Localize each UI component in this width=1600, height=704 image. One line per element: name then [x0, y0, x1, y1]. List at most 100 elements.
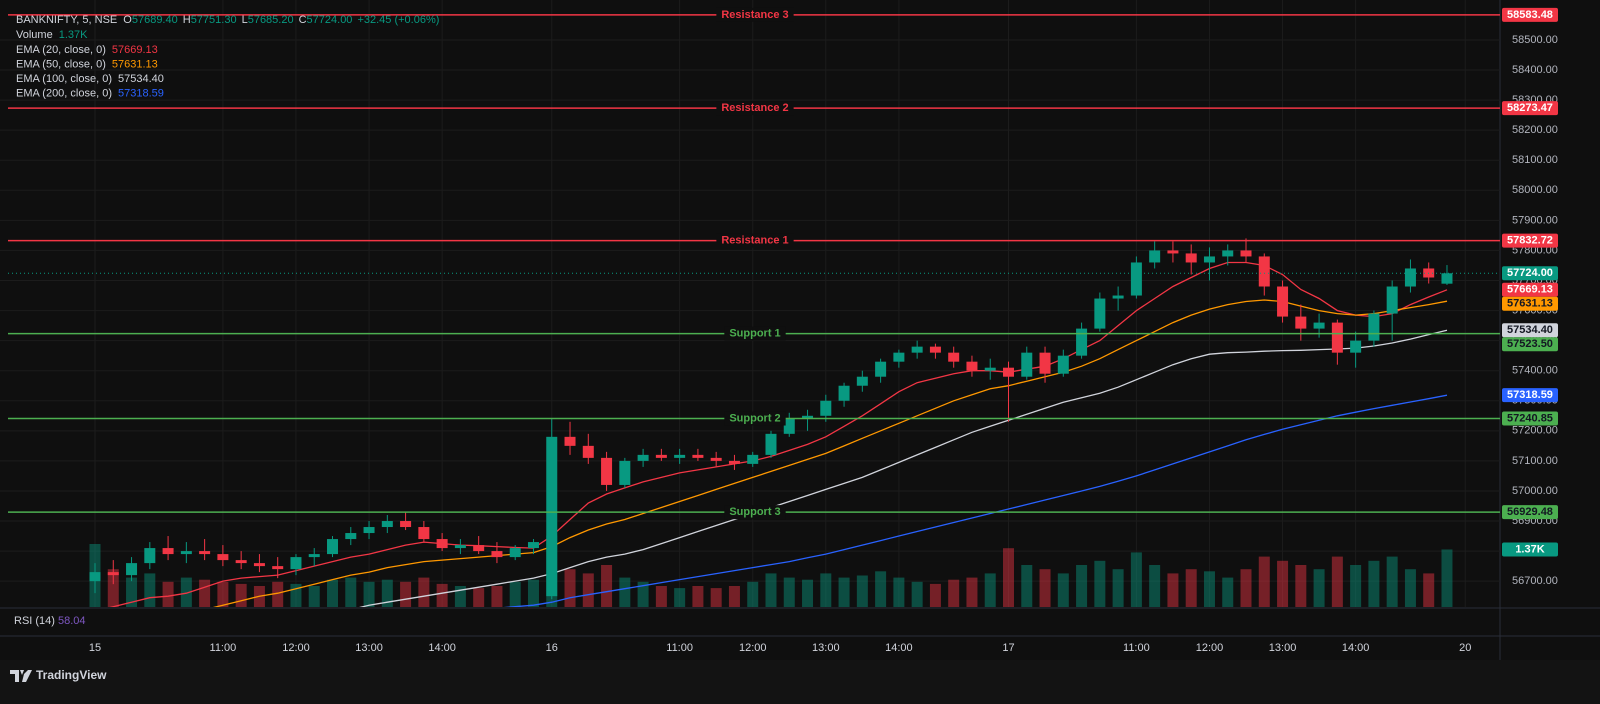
candle-body	[235, 560, 247, 564]
volume-bar	[1021, 565, 1033, 607]
volume-bar	[1240, 569, 1252, 607]
ema-tag-bg	[1502, 296, 1558, 311]
volume-bar	[692, 586, 704, 607]
candle-body	[984, 367, 996, 371]
indicator-value: 57669.13	[112, 44, 158, 56]
candle-body	[1331, 322, 1343, 353]
candle-body	[509, 548, 521, 558]
candle-body	[619, 460, 631, 485]
ema-tag: 57318.59	[1507, 389, 1553, 401]
volume-bar	[747, 581, 759, 607]
candle-body	[1386, 286, 1398, 314]
x-tick-label: 17	[1002, 642, 1014, 654]
volume-bar	[1130, 552, 1142, 607]
volume-bar	[473, 588, 485, 607]
candle-body	[1240, 250, 1252, 257]
volume-bar	[655, 586, 667, 607]
ema-line	[503, 394, 1448, 607]
level-label-bg	[716, 101, 794, 116]
level-tag: 56929.48	[1507, 506, 1553, 518]
volume-bar	[637, 581, 649, 607]
y-tick-label: 57000.00	[1512, 485, 1558, 497]
level-label: Support 1	[729, 327, 780, 339]
x-tick-label: 15	[89, 642, 101, 654]
ohlc-value: 57685.20	[248, 14, 294, 26]
y-tick-label: 57100.00	[1512, 455, 1558, 467]
volume-bar	[235, 583, 247, 607]
indicator-name: EMA (50, close, 0)	[16, 58, 106, 70]
tradingview-logo	[10, 670, 32, 682]
x-tick-label: 11:00	[666, 642, 693, 654]
y-tick-label: 58000.00	[1512, 184, 1558, 196]
candle-body	[1441, 273, 1453, 284]
ohlc-letter: L	[242, 14, 248, 26]
candle-body	[875, 361, 887, 377]
volume-bar	[875, 571, 887, 607]
x-tick-label: 12:00	[282, 642, 310, 654]
volume-tag-bg	[1502, 542, 1558, 557]
indicator-name: EMA (100, close, 0)	[16, 73, 112, 85]
volume-bar	[162, 581, 174, 607]
ohlc-value: 57689.40	[132, 14, 178, 26]
candle-body	[1350, 340, 1362, 353]
candle-body	[582, 445, 594, 458]
candle-body	[546, 436, 558, 597]
volume-bar	[418, 577, 430, 607]
indicator-value: 1.37K	[59, 29, 88, 41]
volume-bar	[1386, 556, 1398, 607]
candle-body	[381, 521, 393, 528]
candle-body	[765, 433, 777, 455]
volume-bar	[601, 565, 613, 607]
candle-body	[454, 545, 466, 549]
volume-bar	[436, 583, 448, 607]
candle-body	[1277, 286, 1289, 317]
candle-body	[1222, 250, 1234, 257]
candle-body	[473, 545, 485, 552]
candle-body	[1094, 298, 1106, 329]
volume-bar	[1258, 556, 1270, 607]
volume-bar	[454, 586, 466, 607]
y-tick-label: 57800.00	[1512, 244, 1558, 256]
ohlc-letter: C	[299, 14, 307, 26]
candle-body	[162, 548, 174, 555]
ema-tag: 57534.40	[1507, 324, 1553, 336]
candle-body	[144, 548, 156, 564]
volume-bar	[1368, 560, 1380, 607]
volume-bar	[948, 579, 960, 607]
candle-body	[436, 539, 448, 549]
levels: Resistance 3 Resistance 2 Resistance 1 Supp…	[8, 7, 1500, 520]
level-label-bg	[724, 411, 786, 426]
volume-bar	[290, 583, 302, 607]
brand: TradingView	[36, 668, 107, 682]
level-tag-bg	[1502, 411, 1558, 426]
candle-body	[491, 551, 503, 558]
volume-bar	[674, 588, 686, 607]
x-tick-label: 13:00	[1269, 642, 1297, 654]
level-label-bg	[716, 7, 794, 22]
candle-body	[1295, 316, 1307, 329]
candle-body	[948, 352, 960, 362]
candle-body	[1112, 295, 1124, 299]
volume-bar	[1057, 573, 1069, 607]
candle-body	[601, 457, 613, 485]
candle-body	[1021, 352, 1033, 377]
volume-bar	[381, 579, 393, 607]
level-tag: 57240.85	[1507, 412, 1553, 424]
ema-tag: 57669.13	[1507, 284, 1553, 296]
last-price-tag: 57724.00	[1507, 267, 1553, 279]
volume-bar	[1423, 573, 1435, 607]
volume-bar	[966, 577, 978, 607]
level-tag-bg	[1502, 337, 1558, 352]
volume-bar	[710, 588, 722, 607]
volume-bar	[1331, 556, 1343, 607]
candle-body	[1039, 352, 1051, 374]
x-tick-label: 12:00	[1196, 642, 1224, 654]
x-tick-label: 13:00	[355, 642, 383, 654]
level-tag: 58583.48	[1507, 9, 1553, 21]
y-tick-label: 56700.00	[1512, 575, 1558, 587]
level-tag-bg	[1502, 101, 1558, 116]
level-label: Support 2	[729, 412, 780, 424]
volume-bar	[929, 583, 941, 607]
candle-body	[1130, 262, 1142, 296]
level-label: Resistance 3	[721, 9, 788, 21]
